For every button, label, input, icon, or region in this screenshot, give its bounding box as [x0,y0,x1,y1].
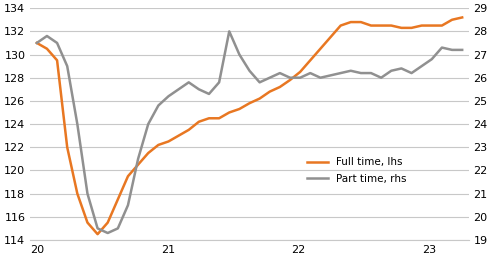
Full time, lhs [145,152,151,155]
Part time, rhs [399,67,404,70]
Full time, lhs [226,111,232,114]
Part time, rhs [206,92,212,96]
Part time, rhs [94,227,100,230]
Part time, rhs [317,76,323,79]
Full time, lhs [165,140,171,143]
Part time, rhs [358,71,364,75]
Part time, rhs [449,48,455,52]
Part time, rhs [308,71,313,75]
Full time, lhs [85,221,91,224]
Full time, lhs [348,20,354,24]
Part time, rhs [419,64,425,68]
Part time, rhs [277,71,283,75]
Part time, rhs [348,69,354,72]
Part time, rhs [176,88,182,91]
Part time, rhs [145,123,151,126]
Legend: Full time, lhs, Part time, rhs: Full time, lhs, Part time, rhs [303,153,411,188]
Part time, rhs [388,69,394,72]
Part time, rhs [196,88,202,91]
Part time, rhs [44,34,50,38]
Full time, lhs [237,107,243,111]
Line: Part time, rhs: Part time, rhs [37,31,462,233]
Full time, lhs [317,47,323,50]
Full time, lhs [206,117,212,120]
Part time, rhs [226,30,232,33]
Full time, lhs [105,221,111,224]
Full time, lhs [287,78,293,82]
Part time, rhs [64,64,70,68]
Full time, lhs [246,102,252,105]
Full time, lhs [328,35,334,39]
Full time, lhs [399,26,404,30]
Full time, lhs [368,24,374,27]
Part time, rhs [125,204,131,207]
Full time, lhs [449,18,455,21]
Full time, lhs [125,175,131,178]
Part time, rhs [165,95,171,98]
Part time, rhs [408,71,414,75]
Full time, lhs [64,146,70,149]
Part time, rhs [338,71,343,75]
Full time, lhs [267,90,273,93]
Part time, rhs [297,76,303,79]
Full time, lhs [44,47,50,50]
Part time, rhs [287,76,293,79]
Part time, rhs [186,81,192,84]
Full time, lhs [155,143,161,147]
Full time, lhs [115,198,121,201]
Full time, lhs [408,26,414,30]
Full time, lhs [338,24,343,27]
Part time, rhs [105,232,111,235]
Part time, rhs [459,48,465,52]
Full time, lhs [459,16,465,19]
Full time, lhs [216,117,222,120]
Full time, lhs [378,24,384,27]
Full time, lhs [388,24,394,27]
Part time, rhs [85,192,91,195]
Part time, rhs [267,76,273,79]
Full time, lhs [429,24,435,27]
Full time, lhs [257,97,263,100]
Full time, lhs [135,163,141,166]
Full time, lhs [186,128,192,131]
Part time, rhs [257,81,263,84]
Part time, rhs [246,69,252,72]
Part time, rhs [34,41,40,45]
Full time, lhs [419,24,425,27]
Full time, lhs [277,85,283,89]
Part time, rhs [439,46,445,49]
Full time, lhs [297,70,303,74]
Full time, lhs [196,120,202,123]
Full time, lhs [54,59,60,62]
Full time, lhs [74,192,80,195]
Part time, rhs [155,104,161,107]
Full time, lhs [358,20,364,24]
Part time, rhs [368,71,374,75]
Full time, lhs [34,41,40,45]
Full time, lhs [176,134,182,137]
Part time, rhs [429,57,435,61]
Part time, rhs [237,53,243,56]
Part time, rhs [54,41,60,45]
Part time, rhs [378,76,384,79]
Line: Full time, lhs: Full time, lhs [37,17,462,234]
Part time, rhs [328,74,334,77]
Full time, lhs [308,59,313,62]
Part time, rhs [135,157,141,160]
Part time, rhs [216,81,222,84]
Part time, rhs [115,227,121,230]
Full time, lhs [94,233,100,236]
Full time, lhs [439,24,445,27]
Part time, rhs [74,123,80,126]
